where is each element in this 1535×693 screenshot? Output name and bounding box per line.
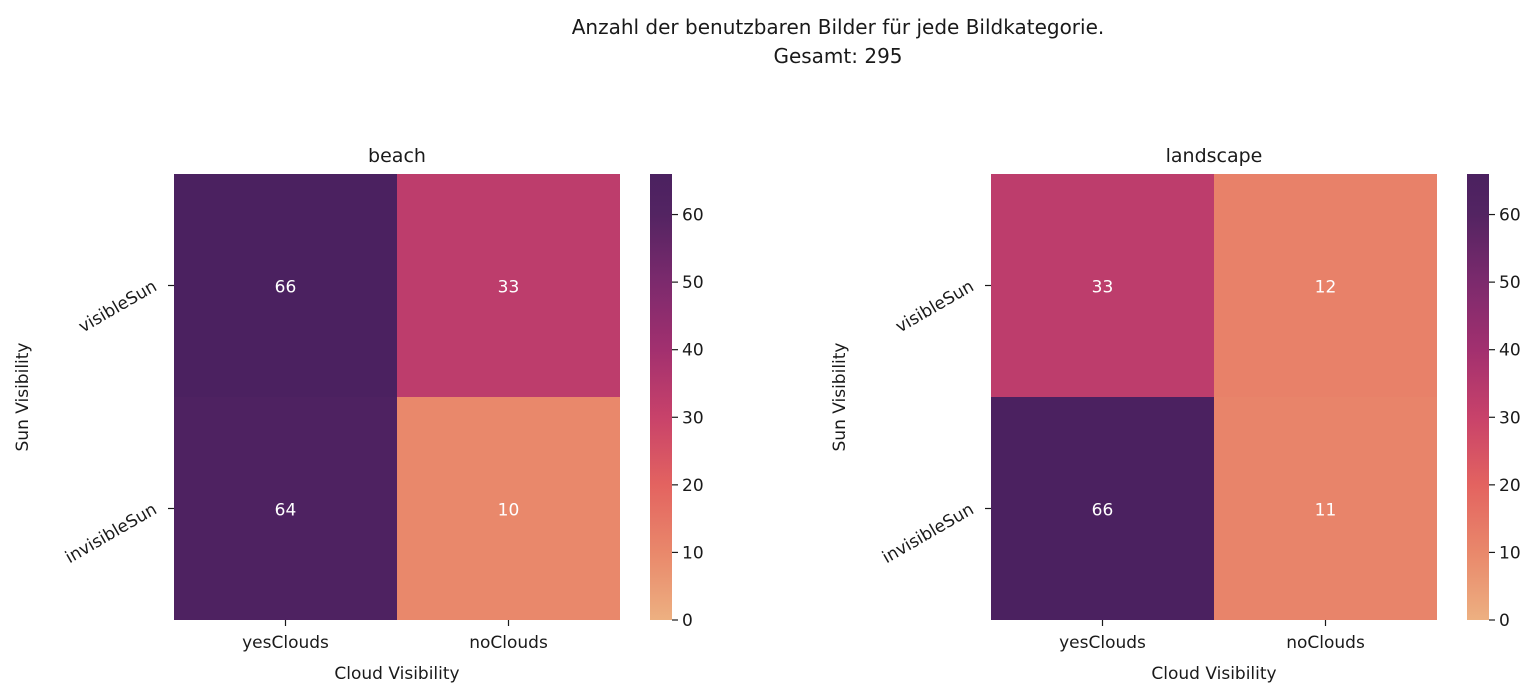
suptitle-line-1: Anzahl der benutzbaren Bilder für jede B… (572, 15, 1105, 39)
colorbar (1467, 174, 1489, 620)
colorbar-tick-label: 60 (682, 206, 704, 226)
x-tick-label: noClouds (469, 633, 548, 653)
colorbar-tick-label: 60 (1499, 206, 1521, 226)
heatmap-cell (174, 397, 397, 620)
heatmap-cell (397, 397, 620, 620)
cell-value-label: 33 (498, 278, 520, 298)
colorbar-tick-label: 0 (682, 611, 693, 631)
panel-title: beach (368, 145, 426, 167)
colorbar-tick-label: 50 (682, 273, 704, 293)
colorbar-tick-label: 20 (682, 476, 704, 496)
colorbar-tick-label: 40 (682, 341, 704, 361)
x-tick-label: yesClouds (242, 633, 329, 653)
colorbar-tick-label: 10 (1499, 543, 1521, 563)
cell-value-label: 66 (1092, 501, 1114, 521)
colorbar-tick-label: 40 (1499, 341, 1521, 361)
heatmap-cell (991, 397, 1214, 620)
colorbar-tick-label: 20 (1499, 476, 1521, 496)
colorbar-tick-label: 0 (1499, 611, 1510, 631)
colorbar-tick-label: 10 (682, 543, 704, 563)
heatmap-cell (991, 174, 1214, 397)
colorbar-tick-label: 30 (1499, 408, 1521, 428)
y-tick-label: invisibleSun (62, 500, 160, 568)
cell-value-label: 66 (275, 278, 297, 298)
y-tick-label: visibleSun (892, 277, 977, 338)
x-tick-label: yesClouds (1059, 633, 1146, 653)
y-axis-label: Sun Visibility (13, 343, 33, 452)
x-tick-label: noClouds (1286, 633, 1365, 653)
heatmap-cell (1214, 397, 1437, 620)
y-tick-label: invisibleSun (879, 500, 977, 568)
cell-value-label: 10 (498, 501, 520, 521)
colorbar (650, 174, 672, 620)
y-axis-label: Sun Visibility (830, 343, 850, 452)
heatmap-cell (397, 174, 620, 397)
heatmap-cell (174, 174, 397, 397)
y-tick-label: visibleSun (75, 277, 160, 338)
colorbar-tick-label: 50 (1499, 273, 1521, 293)
panel-title: landscape (1166, 145, 1263, 167)
cell-value-label: 12 (1315, 278, 1337, 298)
heatmap-cell (1214, 174, 1437, 397)
cell-value-label: 33 (1092, 278, 1114, 298)
x-axis-label: Cloud Visibility (334, 664, 459, 684)
colorbar-tick-label: 30 (682, 408, 704, 428)
cell-value-label: 11 (1315, 501, 1337, 521)
x-axis-label: Cloud Visibility (1151, 664, 1276, 684)
suptitle-line-2: Gesamt: 295 (773, 44, 902, 68)
heatmap-panel-beach: beach 66 33 64 10 yesClouds noClouds Cloud Visi… (13, 145, 704, 684)
cell-value-label: 64 (275, 501, 297, 521)
heatmap-panel-landscape: landscape 33 12 66 11 yesClouds noClouds Cloud … (830, 145, 1521, 684)
